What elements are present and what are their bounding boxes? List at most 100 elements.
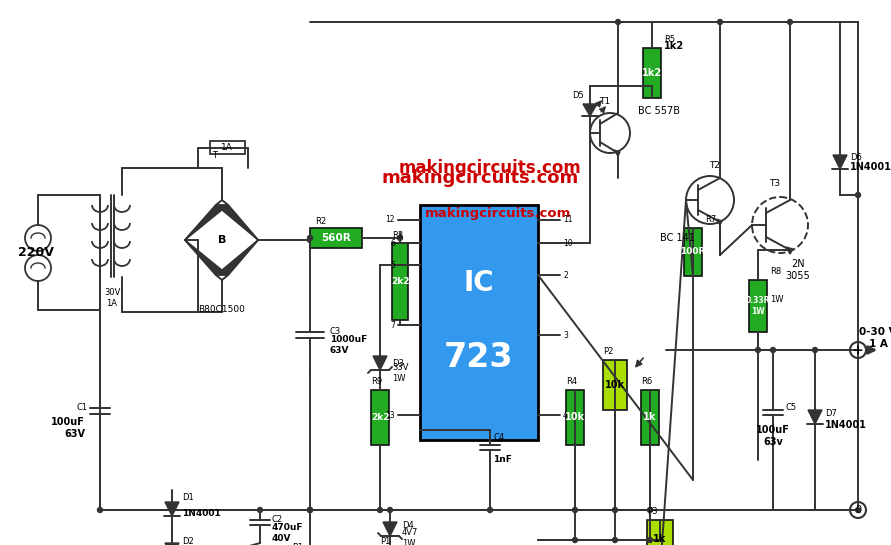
Text: 1k: 1k	[643, 413, 657, 422]
Text: 723: 723	[445, 341, 514, 374]
Polygon shape	[165, 502, 179, 516]
Text: R6: R6	[641, 378, 652, 386]
Polygon shape	[185, 240, 228, 275]
Text: 1k: 1k	[653, 534, 666, 544]
Circle shape	[388, 507, 393, 512]
Text: makingcircuits.com: makingcircuits.com	[381, 169, 578, 187]
Text: 10k: 10k	[605, 380, 625, 390]
Text: 100uF
63v: 100uF 63v	[756, 425, 790, 447]
Text: D2: D2	[182, 537, 193, 545]
Text: C2: C2	[272, 516, 283, 524]
Bar	[684, 228, 702, 276]
Circle shape	[855, 192, 861, 197]
Circle shape	[397, 235, 403, 240]
Text: R9: R9	[371, 378, 382, 386]
Text: 4V7
1W: 4V7 1W	[402, 528, 419, 545]
Polygon shape	[583, 104, 597, 116]
Circle shape	[307, 235, 313, 240]
Text: C3: C3	[330, 328, 341, 336]
Text: 1A: 1A	[221, 142, 233, 152]
Circle shape	[573, 507, 577, 512]
Text: 1k2: 1k2	[642, 68, 662, 78]
Polygon shape	[185, 205, 228, 240]
Text: 1N4001: 1N4001	[182, 508, 221, 518]
Text: +: +	[853, 343, 863, 356]
Text: R1: R1	[292, 542, 303, 545]
Circle shape	[307, 507, 313, 512]
Circle shape	[813, 348, 818, 353]
Text: 2: 2	[563, 270, 568, 280]
Text: 7: 7	[390, 320, 395, 330]
Text: 10k: 10k	[565, 413, 585, 422]
Text: T2: T2	[709, 160, 721, 169]
Polygon shape	[786, 247, 793, 254]
Text: BC 141: BC 141	[660, 233, 695, 243]
Text: B80C1500: B80C1500	[199, 306, 245, 314]
Text: D1: D1	[182, 494, 193, 502]
Circle shape	[612, 507, 617, 512]
Circle shape	[771, 348, 775, 353]
Text: 0: 0	[855, 505, 861, 515]
Bar	[603, 360, 627, 410]
Circle shape	[573, 537, 577, 542]
Circle shape	[97, 507, 102, 512]
Text: 100R: 100R	[681, 247, 706, 257]
Text: 2k2: 2k2	[391, 277, 409, 286]
Text: 12: 12	[386, 215, 395, 225]
Text: 10: 10	[563, 239, 573, 247]
Text: 0.33R
1W: 0.33R 1W	[746, 296, 770, 316]
Text: 100uF
63V: 100uF 63V	[51, 417, 85, 439]
Text: D3: D3	[392, 359, 404, 367]
Text: makingcircuits.com: makingcircuits.com	[398, 159, 581, 177]
Text: 30V
1A: 30V 1A	[104, 288, 120, 308]
Polygon shape	[373, 356, 387, 370]
Text: 3: 3	[563, 330, 568, 340]
Text: C5: C5	[785, 403, 797, 413]
Text: P2: P2	[603, 348, 613, 356]
Text: 5: 5	[390, 261, 395, 269]
Text: IC: IC	[463, 269, 495, 296]
Circle shape	[307, 238, 313, 243]
Text: 1000uF
63V: 1000uF 63V	[330, 335, 367, 355]
Bar	[643, 48, 661, 98]
Bar	[371, 390, 389, 445]
Text: 2N
3055: 2N 3055	[786, 259, 811, 281]
Circle shape	[788, 20, 792, 25]
Bar	[210, 141, 245, 154]
Text: 470uF
40V: 470uF 40V	[272, 523, 304, 543]
Text: 13: 13	[386, 410, 395, 420]
Bar	[641, 390, 659, 445]
Text: 6: 6	[390, 239, 395, 247]
Text: 11: 11	[563, 215, 573, 225]
Circle shape	[717, 20, 723, 25]
Text: 33V
1W: 33V 1W	[392, 364, 408, 383]
Polygon shape	[216, 240, 258, 275]
Bar	[647, 520, 673, 545]
Polygon shape	[716, 219, 722, 225]
Text: 4: 4	[563, 410, 568, 420]
Text: 1W: 1W	[770, 295, 783, 305]
Text: 1 A: 1 A	[869, 339, 887, 349]
Polygon shape	[808, 410, 822, 424]
Circle shape	[307, 507, 313, 512]
Polygon shape	[165, 543, 179, 545]
Circle shape	[487, 507, 493, 512]
Circle shape	[648, 537, 652, 542]
Circle shape	[612, 537, 617, 542]
Text: D5: D5	[572, 92, 584, 100]
Circle shape	[257, 507, 263, 512]
Circle shape	[648, 507, 652, 512]
Bar	[420, 205, 538, 440]
Text: 1N4001: 1N4001	[850, 162, 891, 172]
Text: 0-30 V: 0-30 V	[859, 327, 891, 337]
Text: 560R: 560R	[321, 233, 351, 243]
Text: D7: D7	[825, 409, 837, 417]
Bar	[566, 390, 584, 445]
Text: 1nF: 1nF	[493, 456, 511, 464]
Circle shape	[756, 348, 761, 353]
Text: P3: P3	[647, 507, 658, 517]
Polygon shape	[216, 205, 258, 240]
Bar	[392, 243, 408, 320]
Text: 1k2: 1k2	[664, 41, 684, 51]
Polygon shape	[614, 150, 620, 156]
